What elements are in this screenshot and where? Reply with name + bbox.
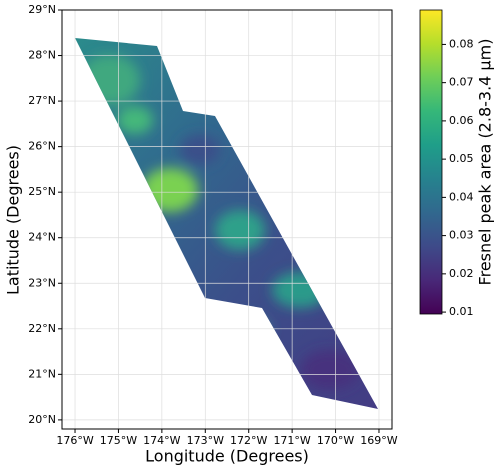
swath-image <box>75 38 378 409</box>
y-tick-label: 27°N <box>28 94 56 107</box>
y-tick-label: 26°N <box>28 140 56 153</box>
colorbar-tick-label: 0.07 <box>449 76 474 89</box>
x-tick-label: 172°W <box>230 434 267 447</box>
y-axis-label: Latitude (Degrees) <box>4 145 23 295</box>
y-tick-label: 29°N <box>28 3 56 16</box>
x-tick-label: 170°W <box>317 434 354 447</box>
colorbar-label: Fresnel peak area (2.8-3.4 µm) <box>476 39 495 286</box>
x-tick-label: 171°W <box>273 434 310 447</box>
colorbar-tick-label: 0.02 <box>449 267 474 280</box>
x-axis-label: Longitude (Degrees) <box>145 447 309 466</box>
x-tick-label: 169°W <box>360 434 397 447</box>
colorbar-tick-label: 0.08 <box>449 37 474 50</box>
x-tick-label: 173°W <box>187 434 224 447</box>
x-tick-label: 174°W <box>143 434 180 447</box>
y-tick-label: 20°N <box>28 413 56 426</box>
y-tick-label: 21°N <box>28 367 56 380</box>
colorbar-tick-label: 0.06 <box>449 114 474 127</box>
colorbar <box>419 9 443 315</box>
y-tick-label: 22°N <box>28 322 56 335</box>
y-tick-label: 28°N <box>28 49 56 62</box>
y-tick-label: 24°N <box>28 231 56 244</box>
y-tick-label: 23°N <box>28 276 56 289</box>
x-tick-label: 176°W <box>56 434 93 447</box>
colorbar-tick-label: 0.01 <box>449 305 474 318</box>
x-tick-label: 175°W <box>100 434 137 447</box>
colorbar-tick-label: 0.05 <box>449 152 474 165</box>
plot-frame <box>61 9 393 430</box>
colorbar-tick-label: 0.03 <box>449 229 474 242</box>
colorbar-tick-label: 0.04 <box>449 190 474 203</box>
y-tick-label: 25°N <box>28 185 56 198</box>
